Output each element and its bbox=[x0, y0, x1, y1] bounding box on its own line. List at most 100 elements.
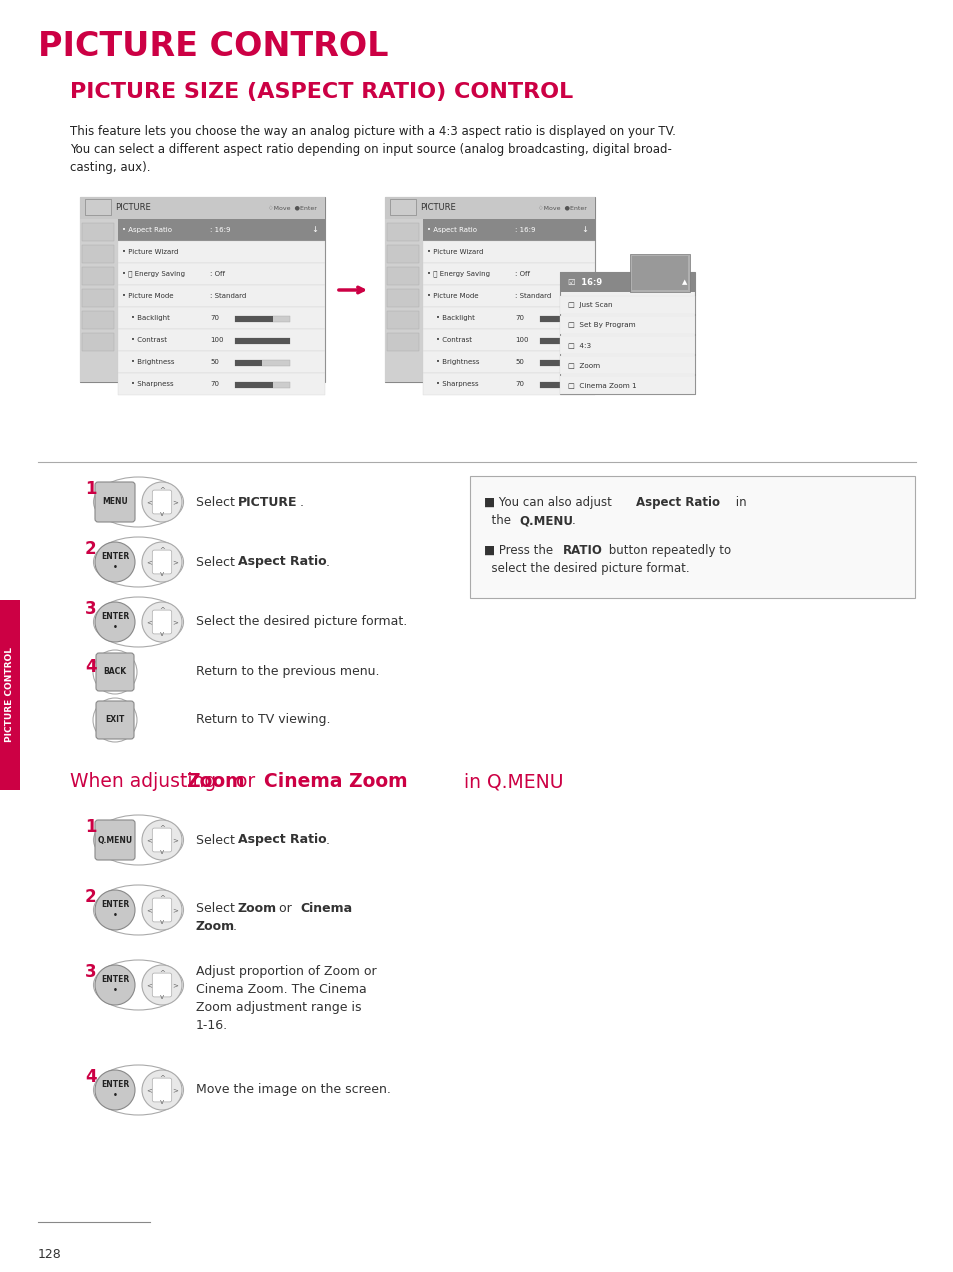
Bar bbox=[422, 219, 595, 240]
Text: 3: 3 bbox=[85, 963, 96, 981]
Text: v: v bbox=[160, 1099, 164, 1105]
Text: Select the desired picture format.: Select the desired picture format. bbox=[195, 616, 407, 628]
Text: Move the image on the screen.: Move the image on the screen. bbox=[195, 1084, 391, 1096]
Text: casting, aux).: casting, aux). bbox=[70, 162, 151, 174]
Text: ↓: ↓ bbox=[312, 225, 318, 234]
Text: 70: 70 bbox=[210, 382, 219, 387]
Bar bbox=[422, 263, 595, 285]
Text: 70: 70 bbox=[515, 382, 523, 387]
Bar bbox=[82, 333, 113, 351]
Text: 1: 1 bbox=[85, 480, 96, 499]
FancyBboxPatch shape bbox=[152, 490, 172, 514]
Text: • ⓨ Energy Saving: • ⓨ Energy Saving bbox=[122, 271, 185, 277]
Text: Aspect Ratio: Aspect Ratio bbox=[237, 833, 326, 846]
Text: EXIT: EXIT bbox=[105, 715, 125, 725]
Bar bbox=[80, 197, 325, 219]
Text: >: > bbox=[172, 499, 178, 505]
Text: • Contrast: • Contrast bbox=[122, 337, 167, 343]
Bar bbox=[390, 198, 416, 215]
Text: Aspect Ratio: Aspect Ratio bbox=[636, 496, 720, 509]
Bar bbox=[234, 360, 290, 366]
Text: : Standard: : Standard bbox=[515, 293, 551, 299]
Bar bbox=[82, 310, 113, 329]
FancyBboxPatch shape bbox=[152, 828, 172, 852]
Bar bbox=[539, 360, 595, 366]
Text: • Aspect Ratio: • Aspect Ratio bbox=[122, 226, 172, 233]
Text: >: > bbox=[172, 837, 178, 843]
Text: in: in bbox=[731, 496, 746, 509]
Text: □  Just Scan: □ Just Scan bbox=[567, 301, 612, 308]
Text: Zoom: Zoom bbox=[195, 920, 234, 932]
Text: • Sharpness: • Sharpness bbox=[427, 382, 478, 387]
Text: >: > bbox=[172, 907, 178, 913]
Bar bbox=[385, 197, 595, 219]
Text: : Off: : Off bbox=[515, 271, 530, 277]
Bar bbox=[387, 245, 418, 263]
Text: BACK: BACK bbox=[103, 668, 127, 677]
Text: 4: 4 bbox=[85, 658, 96, 675]
Text: : 16:9: : 16:9 bbox=[515, 226, 535, 233]
Text: • Contrast: • Contrast bbox=[427, 337, 472, 343]
Text: 3: 3 bbox=[85, 600, 96, 618]
Bar bbox=[559, 315, 695, 335]
Text: 70: 70 bbox=[515, 315, 523, 321]
Text: ENTER
•: ENTER • bbox=[101, 1080, 129, 1100]
Text: v: v bbox=[160, 850, 164, 855]
FancyBboxPatch shape bbox=[152, 550, 172, 574]
Text: Q.MENU: Q.MENU bbox=[97, 836, 132, 845]
Text: <: < bbox=[146, 558, 152, 565]
Bar bbox=[422, 351, 595, 373]
Text: : 16:9: : 16:9 bbox=[210, 226, 231, 233]
Text: Adjust proportion of Zoom or: Adjust proportion of Zoom or bbox=[195, 965, 376, 978]
Text: the: the bbox=[483, 514, 515, 527]
Text: □  Set By Program: □ Set By Program bbox=[567, 322, 635, 328]
Bar bbox=[234, 360, 262, 366]
Text: Cinema: Cinema bbox=[299, 902, 352, 915]
Text: ♢Move  ●Enter: ♢Move ●Enter bbox=[268, 206, 316, 210]
Circle shape bbox=[95, 602, 135, 642]
Text: ENTER
•: ENTER • bbox=[101, 901, 129, 920]
Text: • Aspect Ratio: • Aspect Ratio bbox=[427, 226, 476, 233]
Text: 100: 100 bbox=[210, 337, 223, 343]
Text: 1-16.: 1-16. bbox=[195, 1019, 228, 1032]
Text: Cinema Zoom. The Cinema: Cinema Zoom. The Cinema bbox=[195, 983, 366, 996]
Bar bbox=[118, 285, 325, 307]
Bar bbox=[118, 219, 325, 240]
Text: Select: Select bbox=[195, 556, 238, 569]
Bar bbox=[539, 315, 578, 322]
FancyBboxPatch shape bbox=[152, 973, 172, 997]
Text: >: > bbox=[172, 619, 178, 625]
Text: Aspect Ratio: Aspect Ratio bbox=[237, 556, 326, 569]
Bar bbox=[82, 289, 113, 307]
Circle shape bbox=[142, 820, 182, 860]
Text: in Q.MENU: in Q.MENU bbox=[457, 772, 563, 791]
Text: v: v bbox=[160, 920, 164, 926]
Text: Select: Select bbox=[195, 902, 238, 915]
Circle shape bbox=[95, 542, 135, 583]
Text: 2: 2 bbox=[85, 541, 96, 558]
FancyBboxPatch shape bbox=[95, 482, 135, 522]
Bar bbox=[385, 197, 422, 382]
Text: <: < bbox=[146, 837, 152, 843]
Circle shape bbox=[142, 890, 182, 930]
Bar bbox=[422, 285, 595, 307]
Bar bbox=[422, 240, 595, 263]
Bar bbox=[234, 315, 274, 322]
Bar bbox=[539, 338, 595, 343]
Text: PICTURE: PICTURE bbox=[419, 204, 456, 212]
Bar bbox=[559, 272, 695, 293]
Text: ^: ^ bbox=[159, 547, 165, 552]
Text: .: . bbox=[233, 920, 236, 932]
Bar bbox=[422, 307, 595, 329]
Text: • Picture Mode: • Picture Mode bbox=[122, 293, 173, 299]
Circle shape bbox=[95, 965, 135, 1005]
Text: PICTURE: PICTURE bbox=[115, 204, 151, 212]
Text: v: v bbox=[160, 511, 164, 518]
Bar bbox=[539, 360, 567, 366]
Text: ENTER
•: ENTER • bbox=[101, 976, 129, 995]
Text: ^: ^ bbox=[159, 487, 165, 492]
Text: ENTER
•: ENTER • bbox=[101, 552, 129, 571]
Circle shape bbox=[142, 965, 182, 1005]
Text: • Picture Wizard: • Picture Wizard bbox=[427, 249, 483, 254]
Text: ♢Move  ●Enter: ♢Move ●Enter bbox=[537, 206, 586, 210]
